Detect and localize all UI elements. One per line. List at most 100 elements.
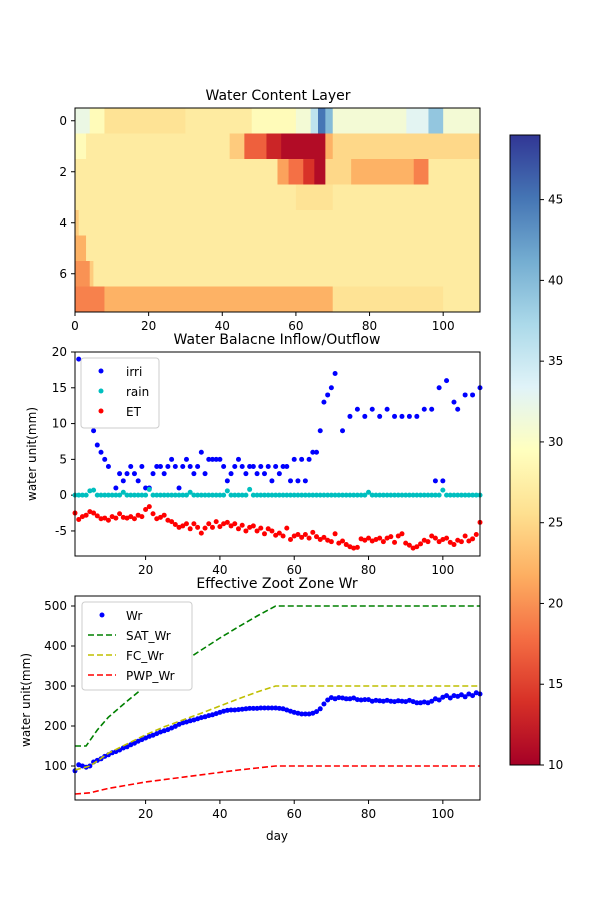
heatmap-cell <box>295 184 334 211</box>
colorbar-tick-label: 45 <box>548 193 563 207</box>
heatmap-cell <box>75 286 105 313</box>
heatmap-cell <box>303 159 315 185</box>
heatmap-y-tick-label: 4 <box>59 216 67 230</box>
point-rain <box>410 492 416 498</box>
point-rain <box>150 492 156 498</box>
point-rain <box>284 492 290 498</box>
point-ET <box>470 536 476 542</box>
root-zone-legend: Wr SAT_Wr FC_Wr PWP_Wr <box>81 601 193 691</box>
heatmap-panel: Water Content Layer 0 20 40 60 80 100 0 2 4 6 <box>59 88 481 333</box>
line-PWP_Wr <box>74 765 480 795</box>
heatmap-cell <box>75 210 80 236</box>
point-rain <box>373 492 379 498</box>
point-ET <box>388 534 394 540</box>
point-rain <box>105 492 111 498</box>
point-irri <box>261 471 267 477</box>
water-balance-y-tick-label: 20 <box>52 345 67 359</box>
point-irri <box>354 406 360 412</box>
point-Wr <box>254 705 260 711</box>
heatmap-cell <box>75 133 87 160</box>
point-ET <box>473 532 479 538</box>
point-irri <box>202 471 208 477</box>
point-ET <box>261 531 267 537</box>
point-rain <box>143 492 149 498</box>
root-zone-y-tick-label: 400 <box>44 639 67 653</box>
point-rain <box>109 492 115 498</box>
point-rain <box>120 489 126 495</box>
point-rain <box>447 492 453 498</box>
point-ET <box>310 529 316 535</box>
line-FC_Wr <box>74 685 480 771</box>
point-rain <box>169 492 175 498</box>
point-irri <box>172 464 178 470</box>
point-ET <box>380 539 386 545</box>
point-rain <box>165 492 171 498</box>
point-ET <box>432 535 438 541</box>
point-rain <box>128 492 134 498</box>
root-zone-y-tick-label: 300 <box>44 679 67 693</box>
root-zone-panel: Effective Zoot Zone Wr water unit(mm) da… <box>19 576 483 843</box>
point-Wr <box>239 706 245 712</box>
point-rain <box>351 492 357 498</box>
heatmap-cell <box>78 210 481 236</box>
colorbar-gradient <box>509 134 541 766</box>
point-rain <box>436 492 442 498</box>
point-Wr <box>243 706 249 712</box>
point-ET <box>273 532 279 538</box>
point-ET <box>447 539 453 545</box>
point-irri <box>399 413 405 419</box>
point-irri <box>250 464 256 470</box>
point-rain <box>247 486 253 492</box>
point-Wr <box>295 710 301 716</box>
root-zone-x-tick-label: 20 <box>138 807 153 821</box>
point-Wr <box>258 705 264 711</box>
root-zone-x-tick-label: 100 <box>431 807 454 821</box>
point-ET <box>299 534 305 540</box>
point-ET <box>362 537 368 543</box>
point-irri <box>440 478 446 484</box>
point-Wr <box>399 698 405 704</box>
point-ET <box>436 539 442 545</box>
point-irri <box>414 413 420 419</box>
point-ET <box>306 535 312 541</box>
point-rain <box>243 492 249 498</box>
point-irri <box>154 464 160 470</box>
heatmap-title: Water Content Layer <box>206 88 351 104</box>
point-irri <box>310 449 316 455</box>
point-Wr <box>369 698 375 704</box>
heatmap-cell <box>332 133 481 160</box>
point-Wr <box>392 699 398 705</box>
point-irri <box>384 406 390 412</box>
legend-marker-ET <box>98 408 104 414</box>
point-rain <box>102 492 108 498</box>
point-rain <box>392 492 398 498</box>
point-irri <box>102 456 108 462</box>
point-rain <box>146 486 152 492</box>
colorbar-tick-label: 40 <box>548 273 563 287</box>
legend-label-irri: irri <box>126 365 142 379</box>
legend-marker-Wr <box>99 612 105 618</box>
point-ET <box>466 538 472 544</box>
heatmap-frame <box>74 107 481 313</box>
point-irri <box>432 478 438 484</box>
point-ET <box>295 532 301 538</box>
point-Wr <box>172 723 178 729</box>
point-rain <box>76 492 82 498</box>
point-ET <box>280 533 286 539</box>
point-Wr <box>340 695 346 701</box>
point-ET <box>317 537 323 543</box>
point-irri <box>243 471 249 477</box>
point-rain <box>377 492 383 498</box>
point-rain <box>455 492 461 498</box>
water-balance-plot: 20 40 60 80 100 -5 0 5 10 15 20 irri rain ET <box>52 345 483 577</box>
point-Wr <box>131 740 137 746</box>
point-rain <box>187 489 193 495</box>
point-rain <box>117 492 123 498</box>
point-ET <box>105 517 111 523</box>
point-rain <box>317 492 323 498</box>
point-ET <box>120 514 126 520</box>
point-ET <box>314 534 320 540</box>
point-rain <box>239 492 245 498</box>
point-rain <box>444 492 450 498</box>
